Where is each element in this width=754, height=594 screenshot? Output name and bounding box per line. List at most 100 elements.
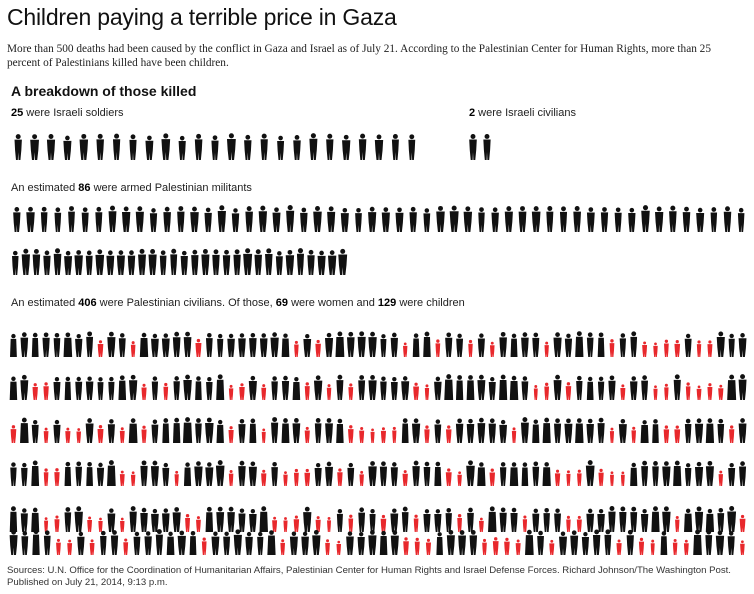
militant-figure	[423, 208, 431, 232]
palestinian-civilian-figure	[43, 530, 51, 555]
palestinian-civilian-figure	[314, 462, 322, 486]
soldier-figure	[260, 133, 268, 160]
palestinian-civilian-figure	[424, 384, 430, 400]
militant-figure	[233, 249, 241, 275]
militant-figure	[85, 250, 93, 275]
palestinian-civilian-figure	[619, 506, 627, 532]
palestinian-civilian-figure	[478, 517, 484, 532]
palestinian-civilian-figure	[9, 376, 18, 400]
militant-figure	[74, 250, 83, 275]
militants-label: were armed Palestinian militants	[90, 182, 252, 194]
palestinian-civilian-figure	[358, 375, 366, 400]
palestinian-civilian-figure	[304, 382, 310, 400]
palestinian-civilian-figure	[205, 332, 213, 357]
soldier-figure	[244, 134, 252, 160]
palestinian-civilian-figure	[238, 460, 246, 486]
palestinian-civilian-figure	[403, 342, 408, 357]
palestinian-civilian-figure	[663, 425, 670, 443]
palestinian-civilian-figure	[335, 331, 345, 357]
palestinian-civilian-figure	[216, 506, 225, 532]
palestinian-civilian-figure	[424, 425, 430, 443]
palestinian-civilian-figure	[653, 385, 658, 400]
palestinian-civilian-figure	[85, 376, 94, 400]
palestinian-civilian-figure	[43, 468, 49, 486]
palestinian-civilian-figure	[53, 332, 61, 357]
palestinian-civilian-figure	[694, 461, 704, 486]
palestinian-civilian-figure	[650, 539, 655, 555]
soldier-figure	[14, 134, 22, 160]
palestinian-civilian-figure	[357, 331, 366, 357]
palestinian-civilian-figure	[402, 470, 408, 486]
palestinian-civilian-figure	[489, 468, 496, 486]
militant-figure	[245, 206, 253, 232]
palestinian-civilian-figure	[532, 461, 540, 486]
militant-figure	[307, 249, 315, 275]
militant-figure	[296, 248, 305, 275]
palestinian-civilian-figure	[233, 529, 242, 555]
palestinian-civilian-figure	[195, 376, 202, 400]
palestinian-civilian-figure	[477, 462, 486, 486]
palestinian-civilian-figure	[20, 374, 29, 400]
palestinian-civilian-figure	[75, 333, 83, 357]
palestinian-civilian-figure	[435, 339, 441, 357]
militant-figure	[121, 206, 131, 232]
palestinian-civilian-figure	[9, 529, 18, 555]
palestinian-civilian-figure	[337, 468, 343, 486]
palestinian-civilian-figure	[489, 341, 495, 357]
palestinian-civilian-figure	[107, 460, 116, 486]
palestinian-civilian-figure	[662, 461, 671, 486]
palestinian-civilian-figure	[696, 340, 702, 357]
militant-figure	[201, 248, 210, 275]
palestinian-civilian-figure	[96, 462, 105, 486]
militant-figure	[212, 249, 220, 275]
militant-figure	[13, 207, 21, 232]
palestinian-civilian-figure	[43, 427, 49, 443]
palestinian-civilian-figure	[183, 331, 192, 357]
palestinian-civilian-figure	[301, 531, 309, 555]
palestinian-civilian-figure	[542, 417, 551, 443]
palestinian-civilian-figure	[683, 539, 689, 555]
palestinian-civilian-figure	[110, 530, 119, 555]
palestinian-civilian-figure	[189, 531, 197, 555]
palestinian-civilian-figure	[162, 418, 170, 443]
palestinian-civilian-figure	[67, 539, 73, 555]
palestinian-civilian-figure	[21, 531, 29, 555]
palestinian-civilian-figure	[718, 384, 724, 400]
palestinian-civilian-figure	[616, 539, 622, 555]
palestinian-civilian-figure	[727, 506, 737, 532]
palestinian-civilian-figure	[739, 514, 746, 532]
militant-figure	[265, 248, 273, 275]
palestinian-civilian-figure	[370, 428, 375, 443]
palestinian-civilian-figure	[525, 529, 534, 555]
militant-figure	[737, 207, 745, 232]
soldier-figure	[46, 134, 56, 160]
palestinian-civilian-figure	[314, 418, 322, 443]
palestinian-civilian-figure	[227, 506, 235, 532]
palestinian-civilian-figure	[640, 420, 649, 443]
palestinian-civilian-figure	[549, 539, 555, 555]
palestinian-civilian-figure	[195, 338, 202, 357]
pal-civ-mid1: were Palestinian civilians. Of those,	[96, 297, 276, 309]
palestinian-civilian-figure	[380, 376, 387, 400]
palestinian-civilian-figure	[499, 462, 507, 486]
soldier-figure	[342, 134, 351, 160]
palestinian-civilian-figure	[129, 506, 137, 532]
palestinian-civilian-figure	[100, 530, 107, 555]
palestinian-civilian-figure	[609, 339, 615, 357]
palestinian-civilian-figure	[673, 374, 681, 400]
palestinian-civilian-figure	[641, 460, 649, 486]
palestinian-civilian-figure	[566, 515, 571, 532]
palestinian-civilian-figure	[89, 539, 95, 555]
pal-civ-pre: An estimated	[11, 297, 79, 309]
soldier-figure	[96, 133, 104, 160]
palestinian-civilian-figure	[543, 508, 550, 532]
palestinian-civilian-figure	[575, 331, 584, 357]
palestinian-civilian-figure	[390, 530, 399, 555]
palestinian-civilian-figure	[554, 469, 561, 486]
palestinian-civilian-figure	[630, 506, 638, 532]
palestinian-civilian-figure	[87, 516, 93, 532]
palestinian-civilian-figure	[499, 507, 507, 532]
palestinian-civilian-figure	[119, 427, 125, 443]
soldier-figure	[194, 133, 203, 160]
